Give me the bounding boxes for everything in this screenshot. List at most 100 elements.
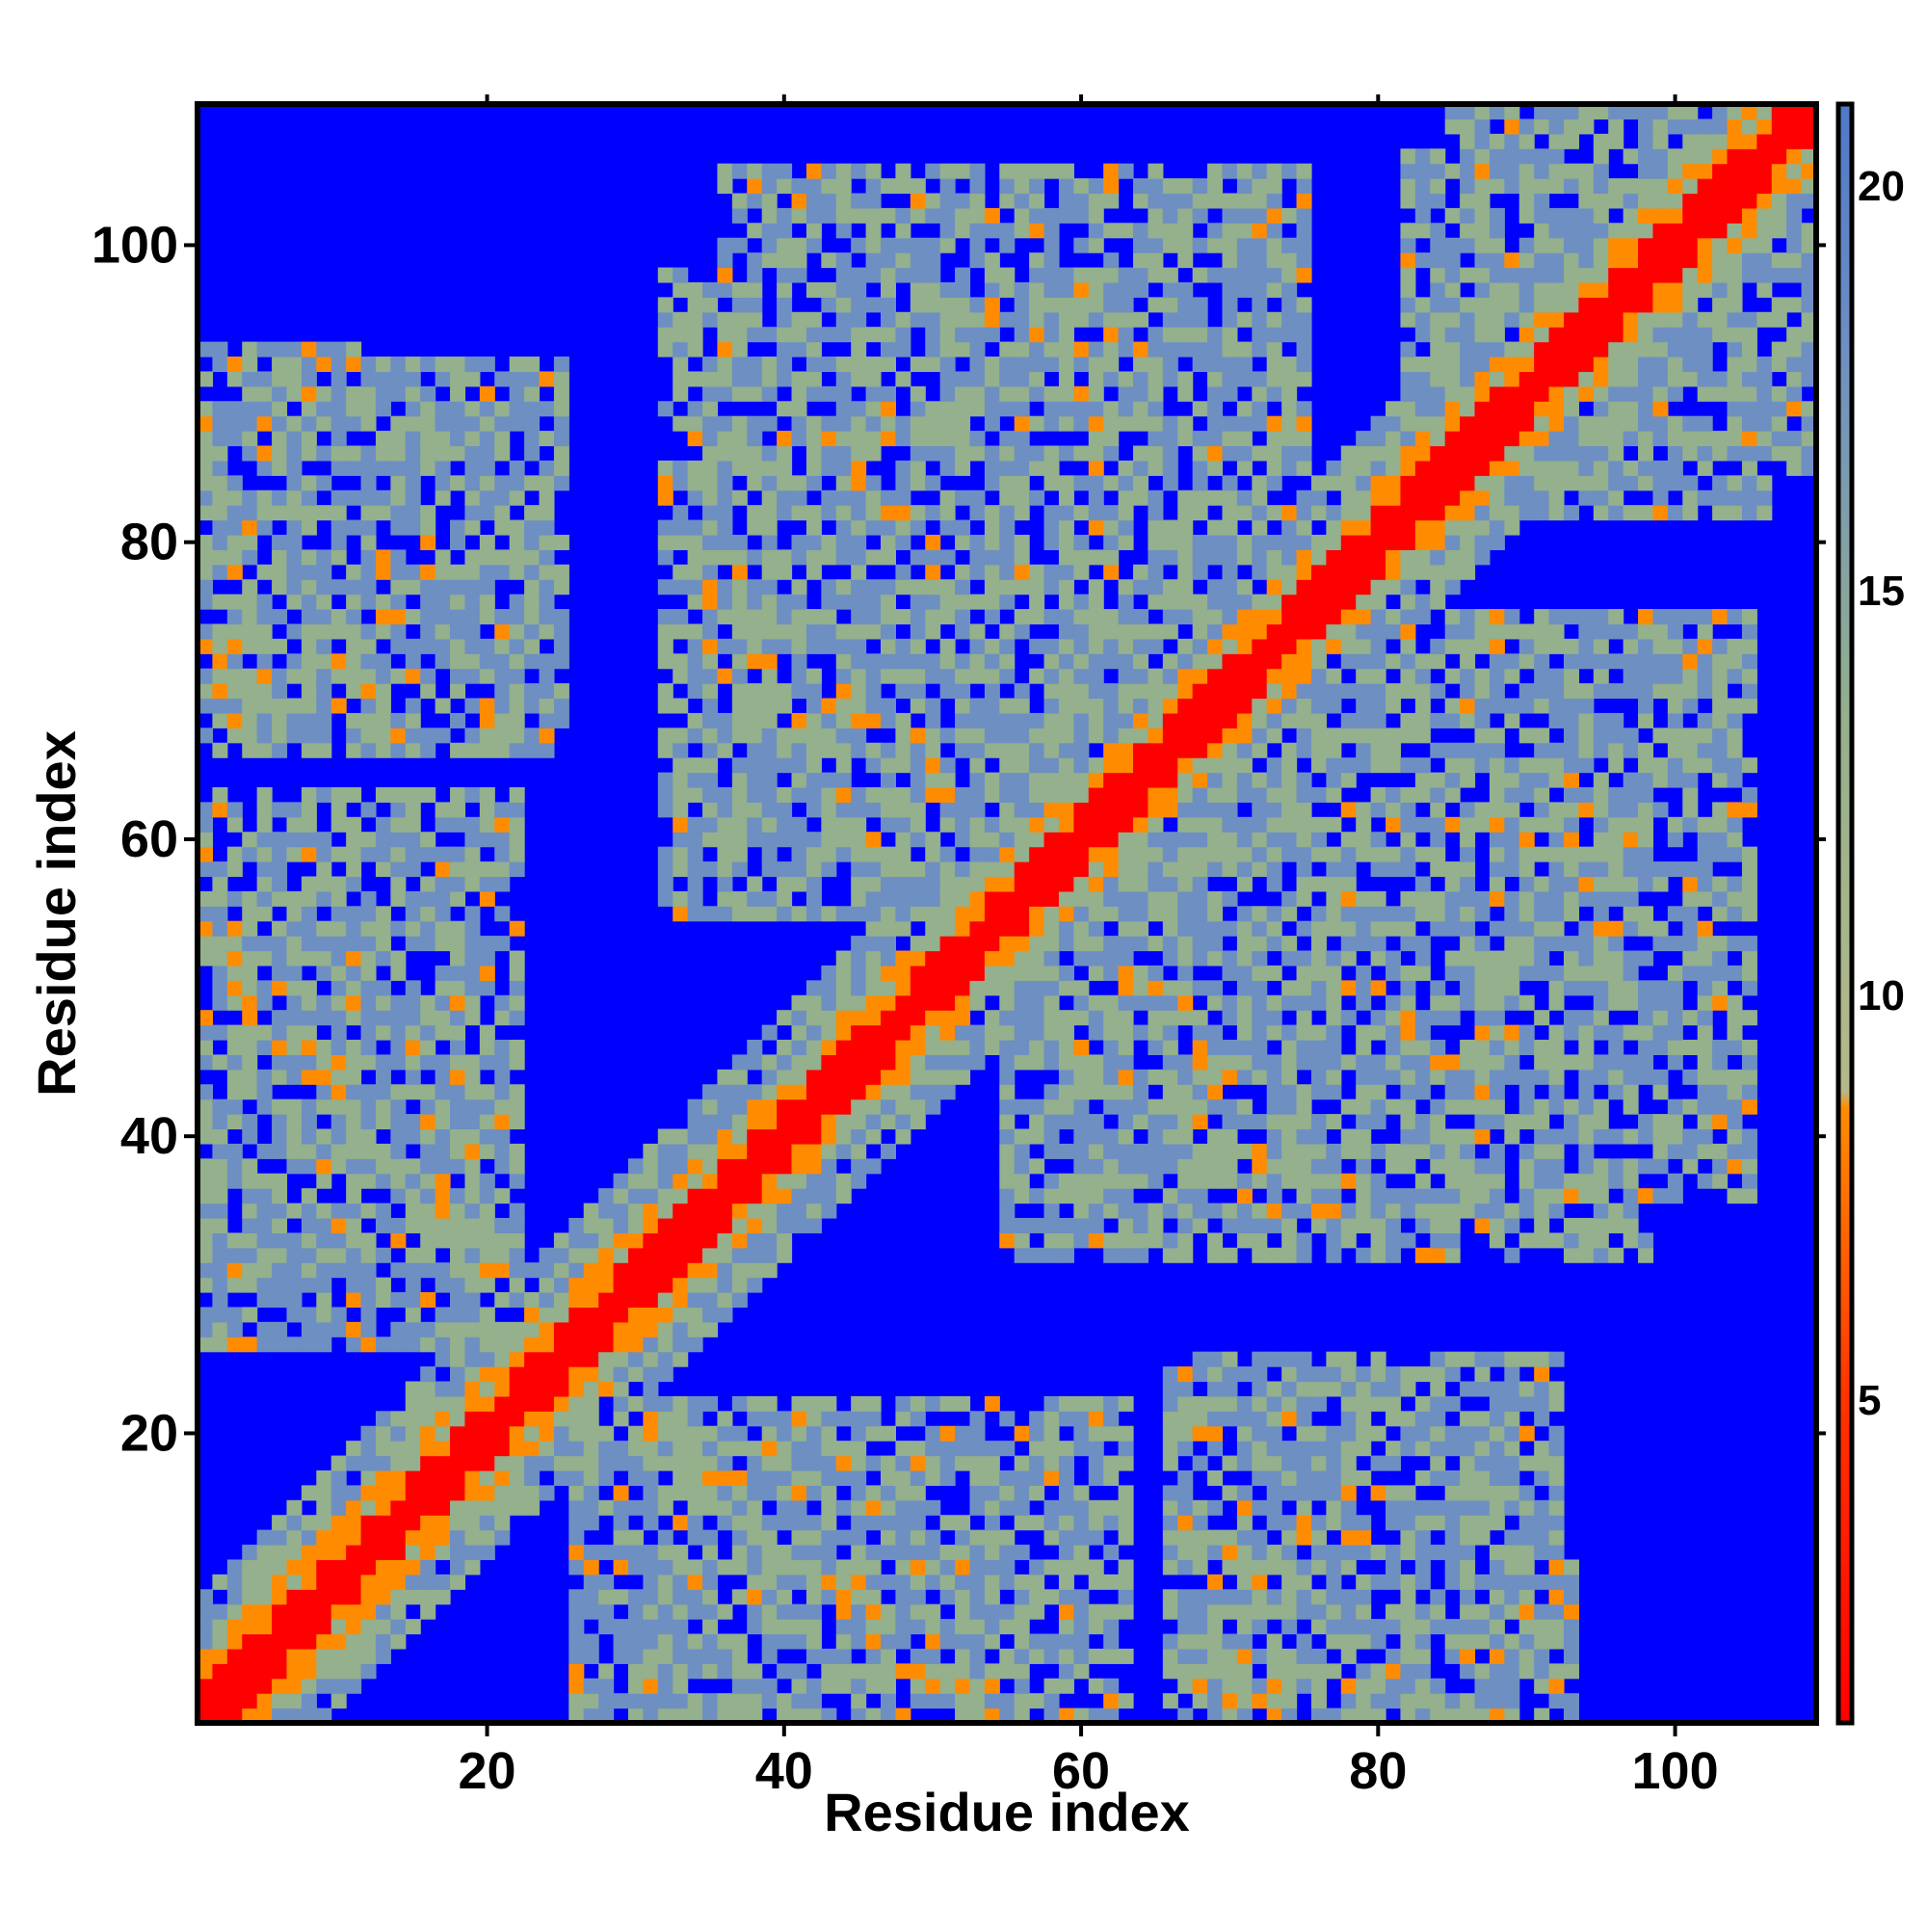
heatmap-cell (673, 579, 689, 595)
heatmap-cell (330, 890, 347, 907)
heatmap-cell (761, 1425, 778, 1442)
heatmap-cell (1043, 1515, 1060, 1531)
heatmap-cell (777, 876, 793, 892)
heatmap-cell (673, 861, 689, 878)
heatmap-cell (330, 906, 347, 922)
heatmap-cell (999, 490, 1016, 506)
heatmap-cell (1222, 490, 1238, 506)
heatmap-cell (509, 638, 525, 654)
heatmap-cell (420, 1158, 436, 1175)
heatmap-cell (583, 1545, 599, 1561)
heatmap-cell (702, 638, 719, 654)
heatmap-cell (450, 936, 466, 952)
heatmap-cell (613, 1188, 629, 1204)
heatmap-cell (346, 1098, 362, 1115)
heatmap-cell (895, 1603, 911, 1620)
heatmap-cell (256, 802, 273, 818)
heatmap-cell (1103, 683, 1120, 700)
heatmap-cell (390, 1545, 407, 1561)
heatmap-cell (805, 564, 822, 580)
heatmap-cell (226, 1633, 243, 1650)
heatmap-cell (1103, 712, 1120, 728)
heatmap-cell (1266, 846, 1282, 862)
heatmap-cell (1236, 920, 1253, 937)
heatmap-cell (673, 772, 689, 788)
heatmap-cell (494, 994, 511, 1011)
heatmap-cell (1222, 223, 1238, 239)
heatmap-cell (1029, 920, 1045, 937)
heatmap-cell (479, 431, 495, 447)
heatmap-cell (316, 1217, 332, 1233)
heatmap-cell (1222, 564, 1238, 580)
heatmap-cell (687, 281, 703, 298)
heatmap-cell (226, 431, 243, 447)
heatmap-cell (657, 519, 673, 536)
heatmap-cell (1118, 327, 1134, 343)
heatmap-cell (777, 1707, 793, 1723)
heatmap-cell (851, 1678, 867, 1694)
heatmap-cell (1236, 1619, 1253, 1635)
heatmap-cell (1207, 1232, 1224, 1249)
heatmap-cell (1118, 490, 1134, 506)
heatmap-cell (821, 1589, 837, 1605)
heatmap-cell (851, 802, 867, 818)
heatmap-cell (1236, 609, 1253, 625)
heatmap-cell (880, 1425, 896, 1442)
heatmap-cell (330, 1143, 347, 1159)
heatmap-cell (1073, 683, 1090, 700)
heatmap-cell (865, 1574, 882, 1590)
heatmap-cell (1192, 906, 1208, 922)
heatmap-cell (880, 1143, 896, 1159)
heatmap-cell (198, 1114, 214, 1130)
heatmap-cell (761, 757, 778, 774)
heatmap-cell (777, 1054, 793, 1071)
heatmap-cell (1103, 1173, 1120, 1189)
heatmap-cell (791, 1693, 807, 1709)
heatmap-cell (1073, 594, 1090, 610)
heatmap-cell (330, 1559, 347, 1575)
heatmap-cell (1252, 802, 1268, 818)
heatmap-cell (435, 890, 451, 907)
heatmap-cell (450, 861, 466, 878)
heatmap-cell (435, 906, 451, 922)
heatmap-cell (761, 623, 778, 640)
heatmap-cell (805, 431, 822, 447)
heatmap-cell (1073, 1173, 1090, 1189)
heatmap-cell (791, 1574, 807, 1590)
heatmap-cell (198, 549, 214, 566)
heatmap-cell (198, 401, 214, 417)
heatmap-cell (1058, 327, 1074, 343)
heatmap-cell (805, 1054, 822, 1071)
heatmap-cell (1148, 906, 1164, 922)
heatmap-cell (1207, 193, 1224, 209)
heatmap-cell (464, 786, 481, 803)
heatmap-cell (1162, 281, 1178, 298)
heatmap-cell (494, 490, 511, 506)
heatmap-cell (687, 1529, 703, 1546)
heatmap-cell (717, 311, 733, 328)
heatmap-cell (242, 936, 258, 952)
heatmap-cell (1236, 1559, 1253, 1575)
heatmap-cell (360, 906, 377, 922)
heatmap-cell (643, 1619, 659, 1635)
heatmap-cell (316, 712, 332, 728)
heatmap-cell (865, 193, 882, 209)
heatmap-cell (198, 1128, 214, 1145)
heatmap-cell (791, 252, 807, 269)
heatmap-cell (509, 1158, 525, 1175)
heatmap-cell (464, 1247, 481, 1263)
heatmap-cell (747, 786, 763, 803)
heatmap-cell (1014, 1247, 1030, 1263)
heatmap-cell (1207, 1054, 1224, 1071)
heatmap-cell (509, 1469, 525, 1486)
heatmap-cell (390, 594, 407, 610)
heatmap-cell (226, 994, 243, 1011)
heatmap-cell (1236, 668, 1253, 684)
heatmap-cell (1014, 1425, 1030, 1442)
heatmap-cell (1222, 1351, 1238, 1367)
heatmap-cell (405, 1381, 421, 1397)
heatmap-cell (1252, 668, 1268, 684)
heatmap-cell (198, 1603, 214, 1620)
heatmap-cell (1029, 1024, 1045, 1041)
